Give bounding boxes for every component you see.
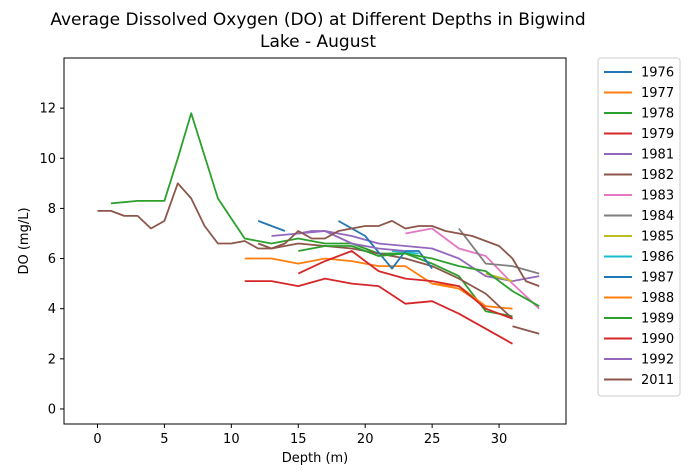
legend-label-1977: 1977 xyxy=(641,86,674,101)
legend-box xyxy=(597,57,681,397)
series-line-1976 xyxy=(257,220,286,232)
legend-label-1976: 1976 xyxy=(641,66,674,81)
y-tick-label: 6 xyxy=(48,252,56,267)
y-axis-ticks: 0 2 4 6 8 10 12 xyxy=(39,102,64,417)
series-line-1979 xyxy=(244,277,513,345)
legend-label-1982: 1982 xyxy=(641,168,674,183)
legend-label-1990: 1990 xyxy=(641,332,674,347)
legend-label-1988: 1988 xyxy=(641,291,674,306)
legend: 1976 1977 1978 1979 1981 1982 1983 1984 1985 1986… xyxy=(597,57,681,397)
chart-title-line-1: Average Dissolved Oxygen (DO) at Differe… xyxy=(50,10,585,30)
legend-label-1992: 1992 xyxy=(641,353,674,368)
x-tick-label: 0 xyxy=(93,432,101,447)
legend-label-1979: 1979 xyxy=(641,127,674,142)
plot-area-frame xyxy=(63,57,567,425)
series-line-1989 xyxy=(298,245,540,307)
y-tick-label: 4 xyxy=(48,302,56,317)
series-lines xyxy=(97,112,540,345)
series-line-1987 xyxy=(337,220,433,270)
x-tick-label: 5 xyxy=(160,432,168,447)
y-tick-label: 10 xyxy=(39,152,56,167)
y-axis-label: DO (mg/L) xyxy=(17,207,32,274)
legend-label-1989: 1989 xyxy=(641,312,674,327)
x-tick-label: 15 xyxy=(290,432,307,447)
x-axis-ticks: 0 5 10 15 20 25 30 xyxy=(93,424,507,447)
series-line-2011 xyxy=(97,182,540,287)
y-tick-label: 12 xyxy=(39,102,56,117)
x-tick-label: 20 xyxy=(357,432,374,447)
x-tick-label: 30 xyxy=(491,432,508,447)
series-line-1992 xyxy=(298,230,406,252)
legend-label-2011: 2011 xyxy=(641,373,674,388)
series-line-1990 xyxy=(297,250,513,320)
series-line-1983 xyxy=(405,227,540,310)
legend-label-1981: 1981 xyxy=(641,148,674,163)
chart-title: Average Dissolved Oxygen (DO) at Differe… xyxy=(50,10,585,52)
legend-label-1983: 1983 xyxy=(641,189,674,204)
legend-label-1987: 1987 xyxy=(641,271,674,286)
series-line-1982-extra xyxy=(512,325,540,335)
y-tick-label: 0 xyxy=(48,402,56,417)
y-tick-label: 2 xyxy=(48,352,56,367)
legend-label-1978: 1978 xyxy=(641,107,674,122)
x-tick-label: 25 xyxy=(424,432,441,447)
legend-label-1984: 1984 xyxy=(641,209,674,224)
x-axis-label: Depth (m) xyxy=(282,451,349,466)
series-line-1978 xyxy=(110,112,513,318)
chart-title-line-2: Lake - August xyxy=(260,32,376,52)
series-line-1984 xyxy=(458,227,540,275)
legend-label-1985: 1985 xyxy=(641,230,674,245)
x-tick-label: 10 xyxy=(223,432,240,447)
y-tick-label: 8 xyxy=(48,202,56,217)
legend-label-1986: 1986 xyxy=(641,250,674,265)
